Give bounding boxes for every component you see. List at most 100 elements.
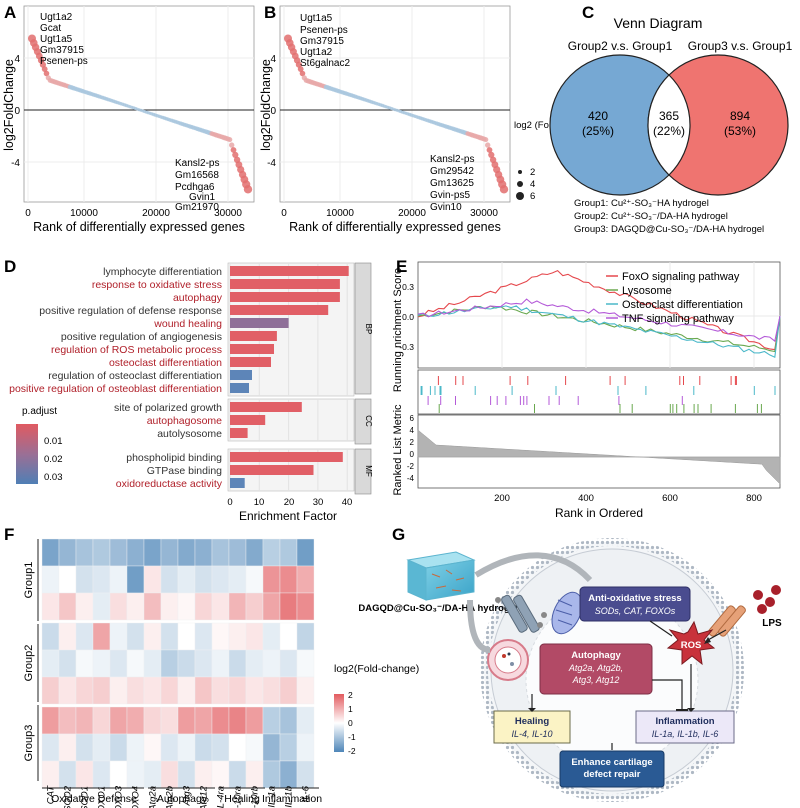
heatmap-cell — [126, 733, 145, 762]
venn-right-label: Group3 v.s. Group1 — [688, 39, 793, 53]
heatmap-cell — [92, 538, 111, 567]
heatmap-cell — [143, 538, 162, 567]
heatmap-cell — [228, 592, 247, 621]
heatmap-cell — [41, 676, 60, 705]
panel-b-plot-area — [279, 5, 511, 203]
gsea-es-ylabel: Running nrichment Score — [392, 268, 404, 392]
gsea-xticks: 200 400 600 800 — [494, 493, 762, 504]
bar — [230, 292, 340, 302]
y-tick-label: 0.0 — [402, 312, 414, 322]
heatmap-cell — [296, 649, 315, 678]
antioxidative-box — [579, 586, 691, 622]
heatmap-cell — [109, 760, 128, 789]
inhibit-antiox-ros — [649, 620, 673, 637]
term-label: positive regulation of defense response — [39, 305, 222, 317]
heatmap-cell — [143, 622, 162, 651]
gene-label: Gm13625 — [430, 178, 474, 189]
gene-point — [483, 137, 489, 143]
term-label: oxidoreductase activity — [116, 478, 223, 490]
x-tick-label: 0 — [281, 208, 287, 219]
panel-e-letter: E — [396, 257, 407, 276]
panel-f: F CAT SOD2 SOD1 FOXO1 FOXO3 FOXO4 Atg2a Atg2b At… — [4, 525, 419, 808]
gene-point — [297, 66, 304, 72]
category-label: Inflammation — [262, 793, 322, 805]
heatmap-cell — [245, 760, 264, 789]
heatmap-cell — [245, 649, 264, 678]
x-tick-label: 20000 — [398, 208, 426, 219]
panel-b-ylabel: log2FoldChange — [259, 59, 273, 151]
heatmap-cell — [245, 538, 264, 567]
gsea-es-lines — [417, 269, 781, 359]
heatmap-cell — [228, 706, 247, 735]
heatmap-cell — [177, 565, 196, 594]
heatmap-cell — [109, 538, 128, 567]
panel-b-yticks: 4 0 -4 — [267, 54, 276, 169]
heatmap-cell — [160, 622, 179, 651]
heatmap-cell — [279, 622, 298, 651]
bar — [230, 402, 302, 412]
lps-receptor-icon — [708, 605, 746, 637]
legend-size-label: 2 — [530, 167, 535, 178]
gene-label: Kansl2-ps — [175, 158, 219, 169]
heatmap-cell — [109, 649, 128, 678]
gene-point — [229, 142, 235, 148]
panel-e: E FoxO signaling pathway Lysosome Osteoc… — [392, 257, 781, 520]
heatmap-cell — [75, 622, 94, 651]
legend-label: Osteoclast differentiation — [622, 299, 743, 311]
heatmap-cell — [279, 565, 298, 594]
heatmap-cell — [228, 649, 247, 678]
panel-c-letter: C — [582, 3, 594, 22]
heatmap-cell — [143, 649, 162, 678]
gene-label: Gm29542 — [430, 166, 474, 177]
heat-tick: -2 — [348, 746, 356, 756]
healing-box — [493, 710, 571, 744]
heatmap-cell — [92, 706, 111, 735]
bar — [230, 357, 271, 367]
bar — [230, 415, 266, 425]
heatmap-cell — [126, 565, 145, 594]
lps-label: LPS — [762, 618, 782, 629]
healing-title: Healing — [515, 716, 550, 727]
term-label: positive regulation of osteoblast differ… — [9, 383, 222, 395]
heatmap-cell — [245, 565, 264, 594]
heatmap-cell — [262, 565, 281, 594]
metric-area — [417, 429, 781, 485]
y-tick-label: -4 — [267, 158, 276, 169]
venn-group-def: Group2: Cu²⁺-SO₃⁻/DA-HA hydrogel — [574, 211, 728, 222]
heatmap-cell — [194, 538, 213, 567]
gene-point — [488, 151, 495, 158]
y-tick-label: 0.3 — [402, 282, 414, 292]
panel-a-points — [28, 34, 253, 194]
heatmap-cell — [245, 706, 264, 735]
column-label: Atg12 — [199, 785, 210, 808]
gene-point — [485, 142, 491, 148]
heatmap-cell — [143, 676, 162, 705]
column-label: FOXO4 — [131, 786, 142, 808]
term-label: GTPase binding — [147, 465, 222, 477]
heatmap-cell — [194, 676, 213, 705]
outcome-text: Enhance cartilage defect repair — [571, 757, 653, 780]
gsea-hit-track — [417, 369, 781, 415]
heatmap-row-groups: Group1 Group2 Group3 — [23, 539, 39, 781]
heatmap-cell — [228, 760, 247, 789]
heatmap-cell — [296, 622, 315, 651]
legend-dot-small — [518, 170, 522, 174]
column-label: IL-10ra — [233, 786, 244, 808]
bar — [230, 478, 245, 488]
heatmap-cell — [211, 733, 230, 762]
ros-burst-icon — [666, 620, 716, 666]
facet-label-cc: CC — [364, 415, 373, 427]
mitochondria-icon — [551, 591, 583, 635]
heatmap-cell — [296, 760, 315, 789]
heatmap-cell — [194, 649, 213, 678]
heatmap-cell — [109, 706, 128, 735]
gene-point — [43, 70, 50, 77]
pathway-arrows — [531, 620, 727, 750]
x-tick-label: 20 — [284, 497, 295, 508]
heatmap-cell — [160, 760, 179, 789]
heat-tick: 1 — [348, 704, 353, 714]
column-label: IL-1a — [267, 786, 278, 808]
heat-tick: -1 — [348, 732, 356, 742]
x-tick-label: 20000 — [142, 208, 170, 219]
padj-tick: 0.01 — [44, 436, 63, 447]
